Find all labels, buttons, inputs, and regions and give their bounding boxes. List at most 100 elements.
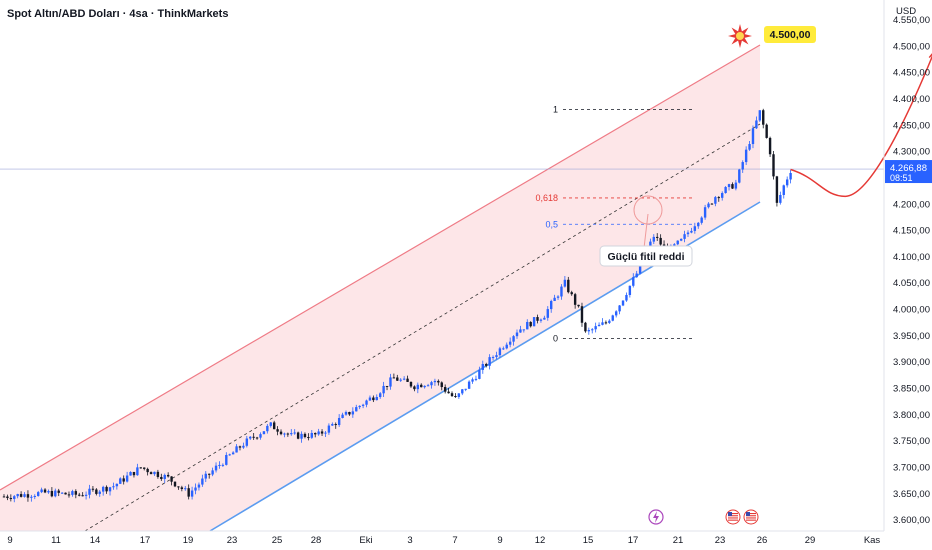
candle-body[interactable] [502, 348, 505, 350]
candle-body[interactable] [505, 344, 508, 349]
candle-body[interactable] [426, 385, 430, 387]
candle-body[interactable] [67, 494, 71, 496]
candle-body[interactable] [693, 226, 697, 231]
candle-body[interactable] [225, 455, 228, 465]
candle-body[interactable] [508, 341, 512, 345]
candle-body[interactable] [23, 494, 26, 497]
candle-body[interactable] [78, 494, 81, 496]
candle-body[interactable] [211, 470, 214, 475]
candle-body[interactable] [755, 120, 758, 129]
candle-body[interactable] [638, 264, 642, 274]
candle-body[interactable] [570, 292, 573, 295]
candle-body[interactable] [50, 490, 54, 497]
candle-body[interactable] [163, 474, 166, 480]
candle-body[interactable] [197, 484, 201, 488]
candle-body[interactable] [748, 144, 751, 150]
candle-body[interactable] [550, 300, 553, 310]
candle-body[interactable] [71, 491, 74, 495]
candle-body[interactable] [683, 234, 686, 239]
candle-body[interactable] [485, 364, 488, 366]
candle-body[interactable] [741, 162, 744, 170]
candle-body[interactable] [775, 176, 779, 203]
candle-body[interactable] [495, 355, 498, 358]
candle-body[interactable] [334, 424, 337, 426]
candle-body[interactable] [731, 184, 734, 189]
candle-body[interactable] [190, 490, 194, 497]
candle-body[interactable] [57, 490, 60, 493]
candle-body[interactable] [573, 294, 577, 305]
candle-body[interactable] [64, 492, 67, 495]
candle-body[interactable] [697, 222, 700, 227]
candle-body[interactable] [255, 437, 259, 439]
candle-body[interactable] [734, 182, 738, 189]
candle-body[interactable] [170, 476, 173, 482]
candle-body[interactable] [279, 431, 283, 435]
candle-body[interactable] [597, 324, 601, 327]
candle-body[interactable] [443, 387, 447, 392]
candle-body[interactable] [108, 487, 112, 492]
candle-body[interactable] [81, 495, 84, 497]
candle-body[interactable] [283, 433, 286, 435]
candle-body[interactable] [290, 433, 293, 435]
candle-body[interactable] [355, 407, 358, 412]
candle-body[interactable] [724, 187, 727, 194]
candle-body[interactable] [467, 381, 471, 389]
candle-body[interactable] [560, 286, 563, 297]
candle-body[interactable] [779, 194, 782, 203]
candle-body[interactable] [611, 315, 614, 321]
candle-body[interactable] [112, 486, 115, 488]
candle-body[interactable] [204, 473, 207, 479]
candle-body[interactable] [673, 244, 676, 246]
candle-body[interactable] [396, 377, 399, 381]
candle-body[interactable] [276, 429, 279, 432]
candle-body[interactable] [553, 297, 556, 301]
candle-body[interactable] [539, 319, 543, 321]
candle-body[interactable] [563, 279, 567, 287]
candle-body[interactable] [173, 481, 177, 487]
candle-body[interactable] [187, 488, 190, 497]
candle-body[interactable] [105, 486, 108, 492]
candle-body[interactable] [430, 382, 433, 386]
candle-body[interactable] [30, 496, 33, 498]
candle-body[interactable] [156, 471, 160, 477]
candle-body[interactable] [358, 405, 361, 408]
candle-body[interactable] [751, 128, 755, 145]
candle-body[interactable] [143, 467, 146, 469]
candle-body[interactable] [160, 476, 163, 480]
candle-body[interactable] [344, 411, 348, 415]
candle-body[interactable] [98, 491, 101, 494]
candle-body[interactable] [744, 149, 748, 163]
candle-body[interactable] [91, 488, 95, 490]
candle-body[interactable] [166, 474, 170, 477]
candle-body[interactable] [9, 498, 13, 500]
candle-body[interactable] [491, 357, 495, 359]
candle-body[interactable] [177, 486, 180, 488]
candle-body[interactable] [587, 329, 591, 332]
candle-body[interactable] [608, 320, 611, 323]
candle-body[interactable] [365, 400, 368, 405]
candle-body[interactable] [601, 322, 604, 325]
candle-body[interactable] [714, 197, 717, 204]
candle-body[interactable] [269, 422, 272, 426]
candle-body[interactable] [416, 384, 420, 390]
candle-body[interactable] [614, 311, 618, 316]
candle-body[interactable] [686, 232, 690, 235]
candle-body[interactable] [60, 492, 64, 494]
candle-body[interactable] [772, 154, 775, 177]
candle-body[interactable] [40, 489, 43, 493]
candle-body[interactable] [556, 296, 560, 298]
candle-body[interactable] [122, 478, 125, 482]
candle-body[interactable] [635, 273, 638, 278]
candle-body[interactable] [447, 391, 450, 394]
candle-body[interactable] [700, 217, 703, 223]
candle-body[interactable] [201, 478, 204, 485]
candle-body[interactable] [136, 467, 139, 476]
candle-body[interactable] [303, 433, 307, 438]
candle-body[interactable] [115, 483, 119, 487]
candle-body[interactable] [375, 397, 378, 401]
candle-body[interactable] [676, 240, 679, 245]
candle-body[interactable] [618, 305, 621, 312]
candle-body[interactable] [662, 244, 666, 247]
candle-body[interactable] [324, 432, 327, 434]
candle-body[interactable] [652, 236, 655, 242]
